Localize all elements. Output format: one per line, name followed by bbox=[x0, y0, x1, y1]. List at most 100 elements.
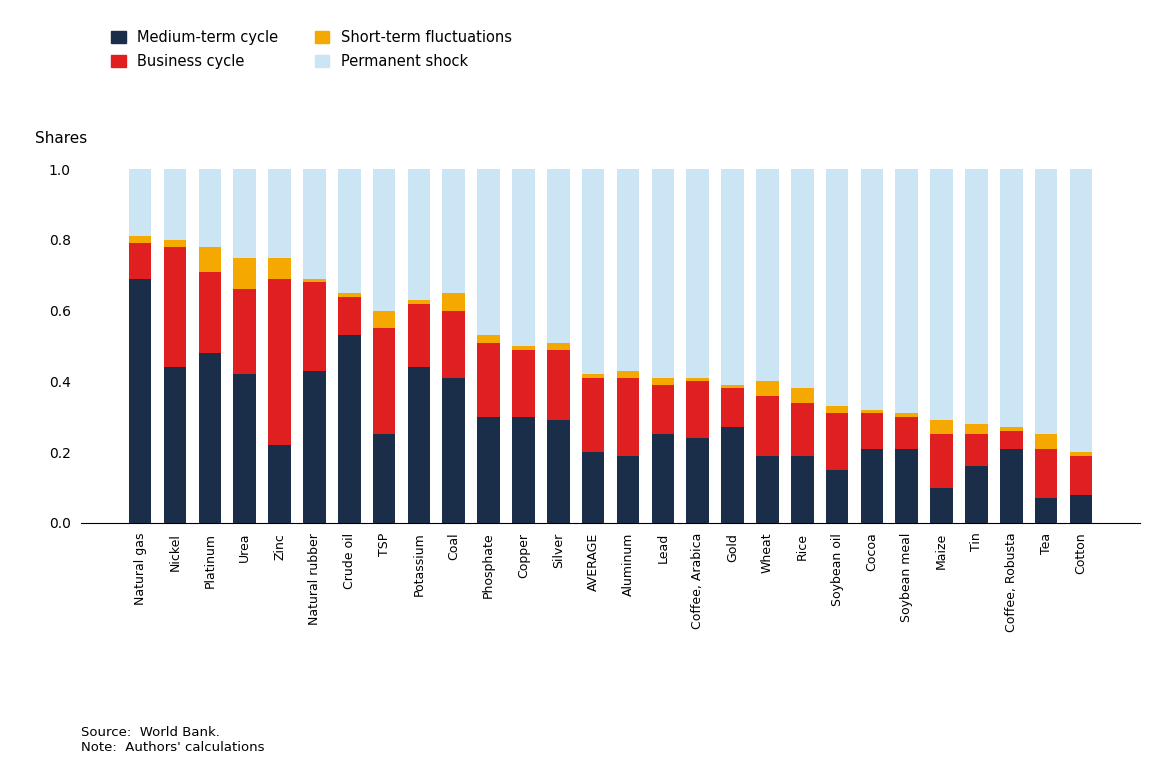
Bar bbox=[965, 434, 987, 466]
Bar bbox=[373, 434, 395, 523]
Bar bbox=[1034, 448, 1058, 498]
Bar bbox=[303, 169, 326, 279]
Bar bbox=[931, 169, 953, 421]
Bar bbox=[861, 448, 884, 523]
Bar bbox=[268, 258, 290, 279]
Bar bbox=[234, 289, 256, 375]
Bar bbox=[616, 378, 639, 456]
Bar bbox=[234, 375, 256, 523]
Bar bbox=[164, 169, 187, 240]
Bar bbox=[791, 456, 813, 523]
Bar bbox=[582, 452, 605, 523]
Bar bbox=[687, 169, 708, 378]
Bar bbox=[477, 417, 500, 523]
Bar bbox=[826, 406, 848, 413]
Bar bbox=[234, 258, 256, 289]
Bar bbox=[303, 279, 326, 282]
Bar bbox=[268, 169, 290, 258]
Bar bbox=[861, 413, 884, 448]
Bar bbox=[1070, 452, 1092, 456]
Bar bbox=[931, 488, 953, 523]
Bar bbox=[965, 466, 987, 523]
Legend: Medium-term cycle, Business cycle, Short-term fluctuations, Permanent shock: Medium-term cycle, Business cycle, Short… bbox=[111, 30, 511, 69]
Bar bbox=[198, 247, 221, 271]
Bar bbox=[791, 388, 813, 403]
Bar bbox=[513, 417, 535, 523]
Bar bbox=[442, 311, 465, 378]
Bar bbox=[303, 282, 326, 371]
Bar bbox=[268, 445, 290, 523]
Bar bbox=[652, 385, 674, 434]
Bar bbox=[164, 368, 187, 523]
Bar bbox=[791, 403, 813, 456]
Bar bbox=[687, 438, 708, 523]
Bar bbox=[895, 169, 918, 413]
Bar bbox=[408, 368, 430, 523]
Bar bbox=[547, 342, 569, 350]
Bar bbox=[1000, 169, 1023, 428]
Bar bbox=[895, 417, 918, 448]
Bar bbox=[513, 346, 535, 350]
Bar bbox=[1000, 428, 1023, 431]
Bar bbox=[895, 448, 918, 523]
Bar bbox=[1034, 434, 1058, 448]
Text: Source:  World Bank.
Note:  Authors' calculations: Source: World Bank. Note: Authors' calcu… bbox=[81, 726, 264, 754]
Bar bbox=[616, 371, 639, 378]
Bar bbox=[895, 413, 918, 417]
Bar bbox=[477, 335, 500, 342]
Bar bbox=[198, 353, 221, 523]
Bar bbox=[652, 434, 674, 523]
Bar bbox=[408, 300, 430, 304]
Bar bbox=[756, 381, 779, 395]
Bar bbox=[756, 395, 779, 456]
Bar bbox=[408, 304, 430, 368]
Bar bbox=[1034, 498, 1058, 523]
Bar bbox=[721, 169, 744, 385]
Bar bbox=[129, 244, 151, 279]
Bar bbox=[721, 428, 744, 523]
Bar bbox=[582, 169, 605, 375]
Bar bbox=[477, 169, 500, 335]
Bar bbox=[1000, 431, 1023, 448]
Bar bbox=[547, 350, 569, 421]
Bar bbox=[861, 410, 884, 413]
Bar bbox=[931, 434, 953, 488]
Bar bbox=[687, 381, 708, 438]
Bar bbox=[721, 388, 744, 428]
Bar bbox=[164, 240, 187, 247]
Bar bbox=[338, 169, 361, 293]
Bar bbox=[826, 169, 848, 406]
Bar bbox=[652, 169, 674, 378]
Bar bbox=[687, 378, 708, 381]
Bar bbox=[756, 169, 779, 381]
Bar bbox=[547, 169, 569, 342]
Bar bbox=[442, 169, 465, 293]
Bar bbox=[1070, 456, 1092, 494]
Bar bbox=[338, 335, 361, 523]
Bar bbox=[721, 385, 744, 388]
Bar bbox=[652, 378, 674, 385]
Bar bbox=[582, 375, 605, 378]
Bar bbox=[965, 169, 987, 424]
Bar bbox=[408, 169, 430, 300]
Bar bbox=[861, 169, 884, 410]
Bar bbox=[582, 378, 605, 452]
Bar bbox=[616, 169, 639, 371]
Bar bbox=[791, 169, 813, 388]
Bar bbox=[234, 169, 256, 258]
Bar bbox=[1034, 169, 1058, 434]
Bar bbox=[513, 350, 535, 417]
Bar bbox=[826, 413, 848, 470]
Bar bbox=[129, 236, 151, 244]
Bar bbox=[164, 247, 187, 368]
Bar bbox=[303, 371, 326, 523]
Bar bbox=[373, 169, 395, 311]
Bar bbox=[373, 328, 395, 434]
Bar bbox=[338, 293, 361, 297]
Bar bbox=[616, 456, 639, 523]
Text: Shares: Shares bbox=[35, 131, 86, 146]
Bar bbox=[198, 169, 221, 247]
Bar bbox=[826, 470, 848, 523]
Bar bbox=[198, 271, 221, 353]
Bar bbox=[373, 311, 395, 328]
